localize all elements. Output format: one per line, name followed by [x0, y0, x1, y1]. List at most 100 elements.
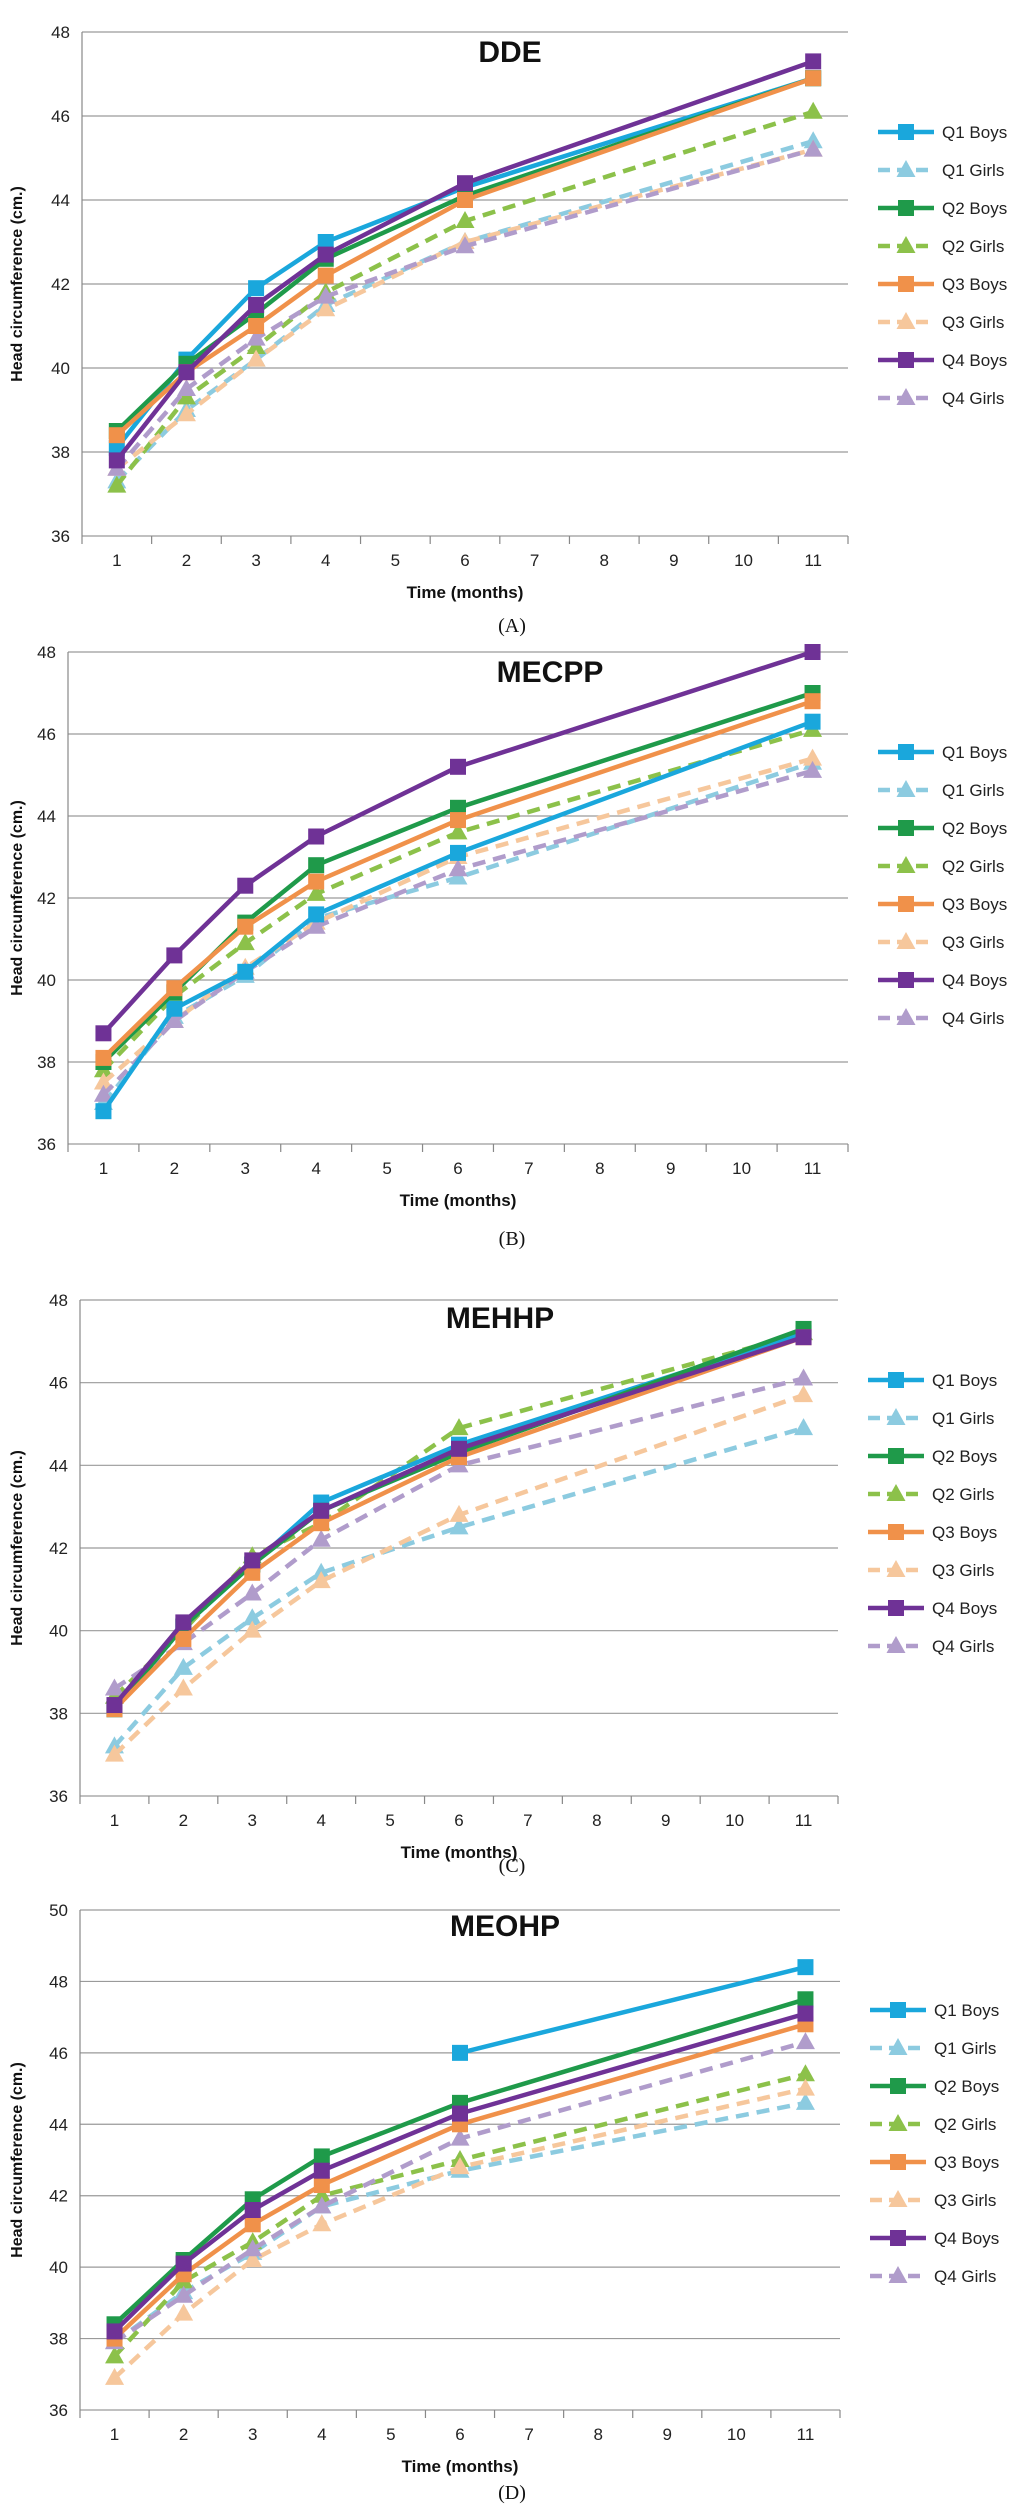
data-point [313, 2162, 330, 2179]
legend-label: Q2 Girls [932, 1485, 994, 1504]
data-point [795, 2064, 815, 2082]
data-point [248, 280, 265, 297]
x-tick-label: 2 [179, 2425, 188, 2444]
x-tick-label: 5 [382, 1159, 391, 1178]
data-point [450, 2128, 470, 2146]
chart-b-svg: 36 38 40 42 44 46 48 1 2 3 4 5 6 7 8 9 10 11 Time (months)… [9, 643, 1007, 1210]
series-q4-boys [106, 1329, 812, 1714]
series-line [112, 2011, 807, 2334]
data-point [244, 1564, 261, 1581]
data-point [175, 2255, 192, 2272]
data-point [449, 1418, 469, 1436]
series-line [102, 756, 814, 1085]
x-tick-label: 5 [385, 1811, 394, 1830]
data-point [450, 844, 466, 861]
data-point [805, 70, 822, 87]
data-point [451, 1440, 467, 1457]
chart-panel-c: 36 38 40 42 44 46 48 1 2 3 4 5 6 7 8 9 10 11 Time (months)… [0, 1260, 1024, 1890]
data-point [243, 2250, 263, 2267]
legend-item: Q2 Boys [878, 199, 1007, 218]
legend-label: Q1 Boys [934, 2001, 999, 2020]
data-point [106, 2323, 123, 2340]
x-tick-label: 8 [600, 551, 609, 570]
data-point [457, 192, 473, 208]
data-point [803, 748, 823, 766]
legend-label: Q1 Boys [932, 1371, 997, 1390]
series-line [115, 59, 814, 462]
y-tick-label: 42 [51, 275, 70, 294]
y-axis-title: Head circumference (cm.) [9, 1450, 26, 1646]
legend-label: Q4 Boys [942, 971, 1007, 990]
series-line [459, 1964, 807, 2056]
legend-item: Q4 Boys [878, 351, 1007, 370]
y-tick-label: 46 [51, 107, 70, 126]
data-point [248, 318, 265, 334]
y-tick-label: 46 [49, 2044, 68, 2063]
x-tick-label: 7 [524, 2425, 533, 2444]
data-point [313, 1515, 330, 1532]
series-line [112, 2022, 807, 2341]
legend-item: Q3 Boys [868, 1523, 997, 1542]
series-q4-boys [108, 53, 822, 469]
data-point [176, 404, 196, 422]
legend-label: Q4 Boys [932, 1599, 997, 1618]
legend-label: Q4 Girls [942, 389, 1004, 408]
data-point [175, 1614, 192, 1631]
legend-item: Q4 Girls [870, 2266, 996, 2286]
legend-item: Q1 Girls [878, 160, 1004, 180]
data-point [803, 139, 823, 157]
data-point [316, 286, 336, 304]
series-line [115, 76, 814, 437]
data-point [174, 2303, 194, 2321]
legend-item: Q2 Girls [870, 2114, 996, 2134]
legend-label: Q3 Girls [942, 313, 1004, 332]
legend-item: Q4 Girls [878, 1008, 1004, 1028]
x-tick-label: 11 [804, 1159, 822, 1178]
x-tick-label: 4 [317, 2425, 326, 2444]
y-tick-label: 40 [37, 971, 56, 990]
y-tick-label: 44 [37, 807, 56, 826]
data-point [311, 1529, 331, 1547]
legend-item: Q2 Girls [878, 856, 1004, 876]
x-tick-label: 4 [311, 1159, 320, 1178]
legend-label: Q3 Girls [934, 2191, 996, 2210]
series-line [115, 147, 814, 471]
x-tick-label: 9 [661, 1811, 670, 1830]
legend-label: Q4 Girls [934, 2267, 996, 2286]
data-point [448, 822, 468, 840]
legend-item: Q4 Boys [878, 971, 1007, 990]
x-tick-label: 1 [110, 2425, 119, 2444]
data-point [95, 1025, 112, 1042]
x-tick-label: 10 [727, 2425, 746, 2444]
legend-label: Q2 Boys [942, 819, 1007, 838]
legend-item: Q1 Girls [870, 2038, 996, 2058]
data-point [455, 236, 475, 254]
data-point [242, 1608, 262, 1626]
data-point [178, 364, 195, 381]
data-point [173, 1657, 193, 1675]
data-point [95, 1049, 112, 1066]
data-point [237, 963, 254, 980]
series-line [115, 109, 814, 487]
legend-label: Q3 Girls [942, 933, 1004, 952]
x-tick-label: 11 [797, 2425, 815, 2444]
legend-label: Q3 Boys [942, 275, 1007, 294]
legend-label: Q1 Girls [942, 781, 1004, 800]
data-point [794, 1418, 814, 1436]
legend-label: Q1 Boys [942, 743, 1007, 762]
data-point [794, 1368, 814, 1386]
data-point [797, 2005, 814, 2022]
legend-item: Q1 Boys [868, 1371, 997, 1390]
data-point [452, 2044, 468, 2061]
data-point [803, 101, 823, 119]
data-point [797, 1991, 814, 2008]
legend-label: Q4 Boys [934, 2229, 999, 2248]
data-point [104, 1678, 124, 1696]
chart-title: MECPP [497, 656, 604, 689]
data-point [317, 246, 334, 263]
x-tick-label: 7 [524, 1159, 533, 1178]
y-tick-label: 38 [37, 1053, 56, 1072]
data-point [248, 297, 265, 313]
x-tick-label: 10 [732, 1159, 751, 1178]
data-point [237, 877, 254, 894]
